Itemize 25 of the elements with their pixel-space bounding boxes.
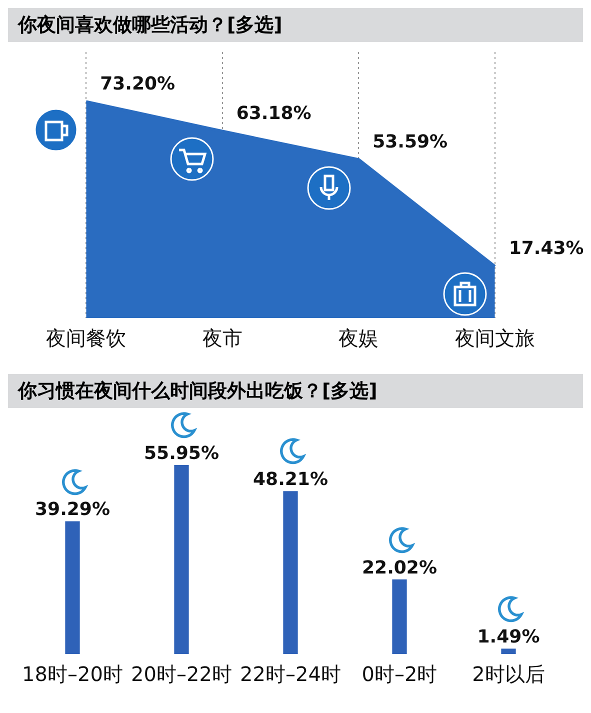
x-tick-label: 0时–2时: [362, 662, 438, 686]
data-label: 22.02%: [362, 557, 437, 578]
x-tick-label: 夜间餐饮: [46, 326, 126, 350]
bar: [501, 648, 516, 654]
data-label: 73.20%: [100, 73, 176, 94]
x-tick-label: 22时–24时: [240, 662, 341, 686]
data-label: 63.18%: [236, 102, 312, 124]
x-tick-label: 2时以后: [472, 662, 545, 686]
bar: [283, 491, 298, 654]
chart-title: 你夜间喜欢做哪些活动？[多选]: [8, 8, 583, 42]
data-label: 1.49%: [477, 626, 540, 648]
x-tick-label: 18时–20时: [22, 662, 123, 686]
x-tick-label: 20时–22时: [131, 662, 232, 686]
data-label: 17.43%: [508, 238, 584, 260]
data-label: 55.95%: [144, 443, 219, 464]
bar: [392, 579, 407, 654]
chart-title: 你习惯在夜间什么时间段外出吃饭？[多选]: [8, 374, 583, 408]
x-tick-label: 夜市: [202, 326, 242, 350]
x-tick-label: 夜间文旅: [454, 326, 535, 350]
data-label: 48.21%: [253, 469, 328, 490]
x-tick-label: 夜娱: [338, 326, 379, 350]
data-label: 39.29%: [35, 499, 110, 520]
data-label: 53.59%: [372, 131, 448, 152]
bar: [65, 521, 80, 654]
bar: [174, 465, 189, 654]
